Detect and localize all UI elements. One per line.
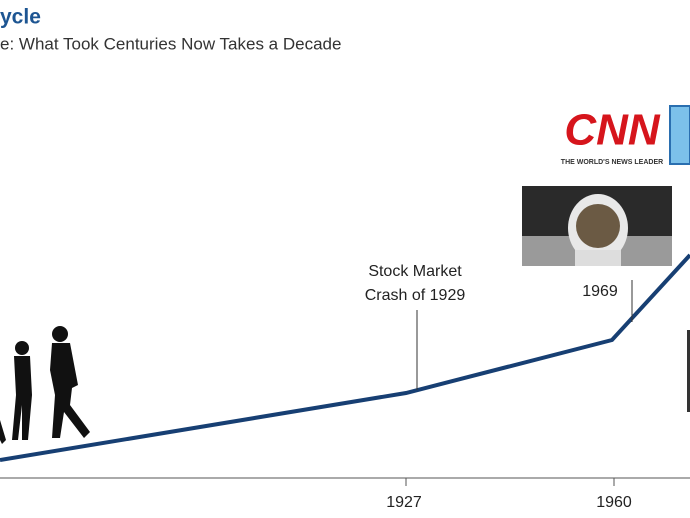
annotation-label: Stock Market <box>368 263 462 280</box>
tick-label: 1927 <box>386 494 422 511</box>
astronaut-photo <box>522 186 672 266</box>
panel-edge <box>687 330 690 412</box>
annotation-label: Crash of 1929 <box>365 287 466 304</box>
trend-line <box>0 253 690 462</box>
title: ycle <box>0 6 41 29</box>
cnn-logo: CNN THE WORLD'S NEWS LEADER <box>561 106 663 166</box>
tick-label: 1960 <box>596 494 632 511</box>
logo-tagline: THE WORLD'S NEWS LEADER <box>561 159 663 166</box>
annotation-label: 1969 <box>582 283 618 300</box>
subtitle: e: What Took Centuries Now Takes a Decad… <box>0 34 341 53</box>
silhouettes <box>0 326 90 444</box>
logo-name: CNN <box>564 106 661 155</box>
panel <box>669 105 690 165</box>
